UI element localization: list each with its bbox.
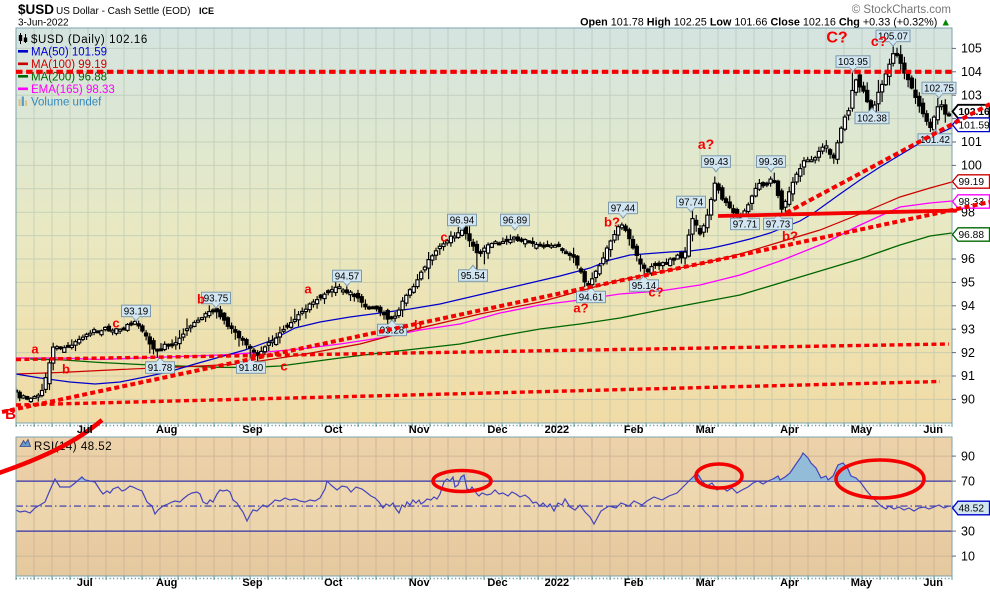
svg-text:Oct: Oct <box>324 577 343 589</box>
svg-text:Sep: Sep <box>242 577 262 589</box>
svg-text:94: 94 <box>961 299 975 313</box>
svg-text:a?: a? <box>573 301 588 316</box>
svg-text:96.88: 96.88 <box>959 230 985 241</box>
svg-text:MA(100) 99.19: MA(100) 99.19 <box>31 59 107 71</box>
svg-text:105: 105 <box>961 42 982 56</box>
svg-text:10: 10 <box>961 549 975 563</box>
svg-text:93: 93 <box>961 322 975 336</box>
svg-text:US Dollar - Cash Settle (EOD): US Dollar - Cash Settle (EOD) <box>56 6 190 17</box>
svg-text:c: c <box>280 359 287 374</box>
svg-text:a: a <box>31 342 39 357</box>
svg-text:a: a <box>304 282 312 297</box>
svg-text:99.19: 99.19 <box>959 177 985 188</box>
svg-text:100: 100 <box>961 159 982 173</box>
svg-text:May: May <box>851 424 873 436</box>
svg-text:c: c <box>112 316 119 331</box>
svg-text:99.36: 99.36 <box>759 157 784 168</box>
svg-text:Nov: Nov <box>409 577 431 589</box>
svg-text:Volume undef: Volume undef <box>31 97 102 109</box>
svg-text:$USD (Daily) 102.16: $USD (Daily) 102.16 <box>31 34 148 46</box>
svg-text:90: 90 <box>961 393 975 407</box>
svg-text:95.54: 95.54 <box>461 271 486 282</box>
svg-text:c?: c? <box>871 33 887 49</box>
svg-text:96.89: 96.89 <box>503 215 528 226</box>
svg-text:70: 70 <box>961 474 975 488</box>
svg-text:May: May <box>851 577 873 589</box>
svg-text:99.43: 99.43 <box>704 157 729 168</box>
svg-text:Jun: Jun <box>923 577 943 589</box>
svg-text:95: 95 <box>961 276 975 290</box>
svg-text:b: b <box>62 362 70 377</box>
svg-text:C?: C? <box>826 30 847 47</box>
svg-text:ICE: ICE <box>199 6 214 16</box>
svg-text:c?: c? <box>648 285 663 300</box>
svg-text:Jul: Jul <box>77 577 93 589</box>
svg-text:104: 104 <box>961 65 982 79</box>
svg-text:$USD: $USD <box>18 2 54 17</box>
svg-text:91.80: 91.80 <box>239 363 264 374</box>
svg-text:Apr: Apr <box>780 424 800 436</box>
svg-text:101: 101 <box>961 135 982 149</box>
svg-text:101.42: 101.42 <box>920 135 950 146</box>
svg-text:© StockCharts.com: © StockCharts.com <box>852 4 951 16</box>
svg-text:102.75: 102.75 <box>924 83 955 94</box>
svg-text:Dec: Dec <box>487 424 507 436</box>
svg-text:Aug: Aug <box>156 424 177 436</box>
svg-text:b: b <box>197 292 205 307</box>
svg-text:96.94: 96.94 <box>450 215 475 226</box>
svg-text:90: 90 <box>961 449 975 463</box>
svg-text:97.71: 97.71 <box>733 219 758 230</box>
svg-text:Aug: Aug <box>156 577 177 589</box>
svg-text:Oct: Oct <box>324 424 343 436</box>
svg-text:Feb: Feb <box>624 577 644 589</box>
svg-text:c: c <box>440 230 447 245</box>
svg-text:Mar: Mar <box>696 577 716 589</box>
svg-text:3-Jun-2022: 3-Jun-2022 <box>18 18 69 29</box>
svg-text:Mar: Mar <box>696 424 716 436</box>
svg-text:93.75: 93.75 <box>204 293 229 304</box>
svg-text:93.19: 93.19 <box>124 306 149 317</box>
svg-text:103: 103 <box>961 88 982 102</box>
svg-text:2022: 2022 <box>545 577 569 589</box>
svg-text:Jun: Jun <box>923 424 943 436</box>
svg-text:EMA(165) 98.33: EMA(165) 98.33 <box>31 84 115 96</box>
svg-text:30: 30 <box>961 524 975 538</box>
svg-text:102.38: 102.38 <box>857 113 888 124</box>
svg-text:Dec: Dec <box>487 577 507 589</box>
svg-text:92: 92 <box>961 346 975 360</box>
svg-text:b?: b? <box>782 229 798 244</box>
svg-text:Open 101.78 High 102.25 Low 10: Open 101.78 High 102.25 Low 101.66 Close… <box>580 17 951 29</box>
svg-text:97.74: 97.74 <box>679 197 704 208</box>
svg-text:101.59: 101.59 <box>959 120 990 131</box>
svg-text:91.78: 91.78 <box>148 363 173 374</box>
svg-text:103.95: 103.95 <box>838 57 869 68</box>
svg-text:94.57: 94.57 <box>335 271 360 282</box>
svg-text:Sep: Sep <box>242 424 262 436</box>
svg-text:a?: a? <box>698 136 714 152</box>
svg-text:Feb: Feb <box>624 424 644 436</box>
svg-text:2022: 2022 <box>545 424 569 436</box>
svg-text:91: 91 <box>961 369 975 383</box>
svg-text:96: 96 <box>961 252 975 266</box>
svg-text:Nov: Nov <box>409 424 431 436</box>
svg-text:MA(50) 101.59: MA(50) 101.59 <box>31 47 107 59</box>
svg-text:Apr: Apr <box>780 577 800 589</box>
svg-text:b?: b? <box>604 215 620 230</box>
svg-text:97.44: 97.44 <box>611 203 636 214</box>
svg-text:48.52: 48.52 <box>959 504 985 515</box>
svg-text:Jul: Jul <box>77 424 93 436</box>
